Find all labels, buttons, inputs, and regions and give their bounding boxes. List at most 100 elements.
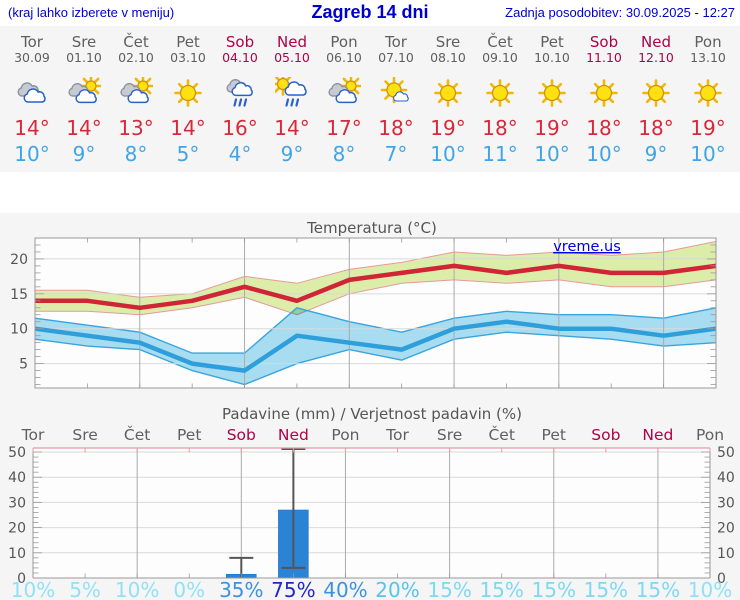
precip-day-label: Sre bbox=[437, 426, 462, 444]
day-date: 30.09 bbox=[14, 50, 50, 65]
weather-icon-sunny bbox=[578, 77, 630, 109]
weather-icon-sunny bbox=[526, 77, 578, 109]
precip-ytick-right: 40 bbox=[717, 470, 735, 486]
min-temp-label: 10° bbox=[430, 142, 466, 166]
day-column-10.10[interactable]: Pet 10.10 19° 10° bbox=[526, 34, 578, 172]
precip-day-label: Tor bbox=[21, 426, 45, 444]
max-temp-label: 14° bbox=[14, 116, 50, 140]
precip-day-label: Pon bbox=[331, 426, 359, 444]
min-temp-label: 10° bbox=[586, 142, 622, 166]
pop-label: 75% bbox=[271, 578, 315, 600]
pop-label: 0% bbox=[173, 578, 205, 600]
day-date: 06.10 bbox=[326, 50, 362, 65]
precip-day-label: Čet bbox=[488, 425, 514, 444]
day-name: Pon bbox=[694, 33, 722, 51]
weather-icon-partly bbox=[110, 77, 162, 109]
day-name: Čet bbox=[487, 33, 513, 51]
day-name: Pon bbox=[330, 33, 358, 51]
day-column-13.10[interactable]: Pon 13.10 19° 10° bbox=[682, 34, 734, 172]
precip-ytick-right: 0 bbox=[717, 571, 726, 587]
temp-ytick-label: 5 bbox=[19, 357, 28, 373]
temp-ytick-label: 10 bbox=[10, 322, 28, 338]
precip-day-label: Tor bbox=[385, 426, 409, 444]
day-column-06.10[interactable]: Pon 06.10 17° 8° bbox=[318, 34, 370, 172]
pop-label: 15% bbox=[479, 578, 523, 600]
weather-icon-sunny bbox=[422, 77, 474, 109]
pop-label: 5% bbox=[69, 578, 101, 600]
precip-ytick-right: 20 bbox=[717, 521, 735, 537]
day-date: 11.10 bbox=[586, 50, 622, 65]
min-band-edge-low bbox=[34, 331, 717, 386]
day-date: 08.10 bbox=[430, 50, 466, 65]
precip-plot-background bbox=[33, 448, 710, 578]
pop-label: 10% bbox=[688, 578, 732, 600]
day-column-30.09[interactable]: Tor 30.09 14° 10° bbox=[6, 34, 58, 172]
day-name: Sre bbox=[71, 33, 97, 51]
max-temp-label: 18° bbox=[482, 116, 518, 140]
day-column-02.10[interactable]: Čet 02.10 13° 8° bbox=[110, 34, 162, 172]
day-column-12.10[interactable]: Ned 12.10 18° 9° bbox=[630, 34, 682, 172]
pop-label: 35% bbox=[219, 578, 263, 600]
precip-chart-title: Padavine (mm) / Verjetnost padavin (%) bbox=[222, 405, 522, 423]
day-name: Pet bbox=[540, 33, 564, 51]
max-temp-label: 14° bbox=[170, 116, 206, 140]
max-temp-line bbox=[35, 263, 717, 311]
temp-chart-title: Temperatura (°C) bbox=[306, 219, 437, 237]
page-header: (kraj lahko izberete v meniju) Zagreb 14… bbox=[0, 0, 740, 26]
day-name: Čet bbox=[123, 33, 149, 51]
precip-day-label: Pet bbox=[542, 426, 566, 444]
min-temp-label: 9° bbox=[280, 142, 304, 166]
precip-ytick-left: 50 bbox=[8, 445, 26, 461]
min-temp-label: 8° bbox=[332, 142, 356, 166]
day-date: 03.10 bbox=[170, 50, 206, 65]
weather-icon-partly bbox=[58, 77, 110, 109]
pop-label: 40% bbox=[323, 578, 367, 600]
max-temp-label: 19° bbox=[430, 116, 466, 140]
watermark-link[interactable]: vreme.us bbox=[553, 239, 621, 255]
min-temp-label: 8° bbox=[124, 142, 148, 166]
forecast-strip: Tor 30.09 14° 10° Sre 01.10 14° 9° Čet 02.10 13° 8°… bbox=[0, 26, 740, 172]
max-temp-label: 18° bbox=[638, 116, 674, 140]
precip-ytick-right: 30 bbox=[717, 495, 735, 511]
pop-label: 15% bbox=[532, 578, 576, 600]
pop-label: 15% bbox=[427, 578, 471, 600]
min-temp-line bbox=[34, 319, 717, 373]
temp-ytick-label: 15 bbox=[10, 287, 28, 303]
weather-icon-sunny bbox=[630, 77, 682, 109]
max-temp-label: 17° bbox=[326, 116, 362, 140]
min-band-edge-high bbox=[34, 307, 717, 354]
precip-ytick-left: 10 bbox=[8, 546, 26, 562]
precip-day-label: Pet bbox=[177, 426, 201, 444]
day-name: Sre bbox=[435, 33, 461, 51]
max-temp-label: 14° bbox=[274, 116, 310, 140]
day-column-04.10[interactable]: Sob 04.10 16° 4° bbox=[214, 34, 266, 172]
min-temp-label: 10° bbox=[690, 142, 726, 166]
max-band-edge-high bbox=[35, 241, 717, 298]
weather-icon-sunny bbox=[162, 77, 214, 109]
weather-icon-rain bbox=[214, 77, 266, 109]
precip-day-label: Čet bbox=[124, 425, 150, 444]
weather-icon-cloudy bbox=[6, 77, 58, 109]
day-column-03.10[interactable]: Pet 03.10 14° 5° bbox=[162, 34, 214, 172]
day-name: Sob bbox=[589, 33, 619, 51]
max-temp-label: 16° bbox=[222, 116, 258, 140]
pop-label: 10% bbox=[11, 578, 55, 600]
max-temp-label: 18° bbox=[378, 116, 414, 140]
weather-icon-sunrain bbox=[266, 77, 318, 109]
weather-icon-sunny bbox=[682, 77, 734, 109]
day-date: 07.10 bbox=[378, 50, 414, 65]
day-name: Sob bbox=[225, 33, 255, 51]
day-column-09.10[interactable]: Čet 09.10 18° 11° bbox=[474, 34, 526, 172]
precip-ytick-right: 10 bbox=[717, 546, 735, 562]
day-column-05.10[interactable]: Ned 05.10 14° 9° bbox=[266, 34, 318, 172]
day-column-07.10[interactable]: Tor 07.10 18° 7° bbox=[370, 34, 422, 172]
day-date: 12.10 bbox=[638, 50, 674, 65]
temp-ytick-label: 20 bbox=[10, 252, 28, 268]
max-temp-label: 19° bbox=[690, 116, 726, 140]
day-column-08.10[interactable]: Sre 08.10 19° 10° bbox=[422, 34, 474, 172]
day-column-11.10[interactable]: Sob 11.10 18° 10° bbox=[578, 34, 630, 172]
day-column-01.10[interactable]: Sre 01.10 14° 9° bbox=[58, 34, 110, 172]
menu-hint-text: (kraj lahko izberete v meniju) bbox=[8, 5, 175, 20]
max-band-edge-low bbox=[35, 279, 717, 316]
